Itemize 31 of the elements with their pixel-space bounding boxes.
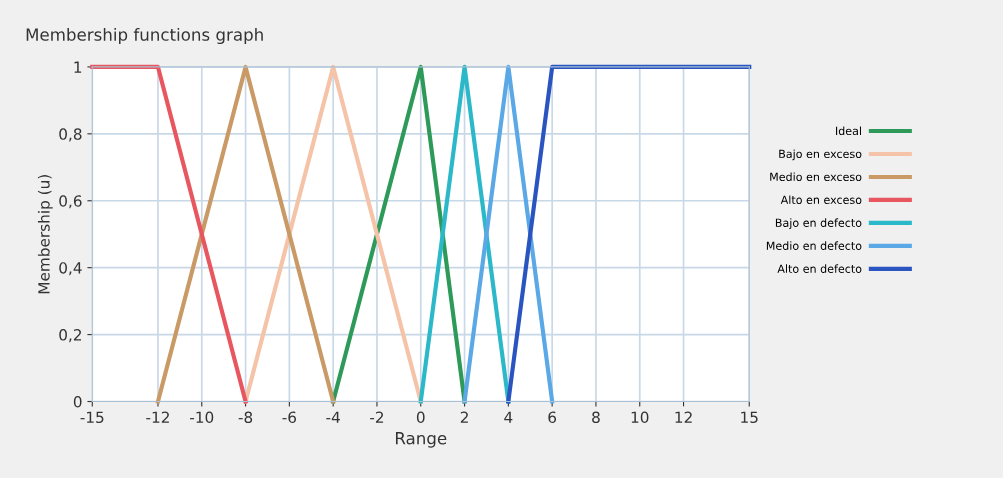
y-tick-label: 0,4 xyxy=(59,262,82,276)
x-tick-label: 8 xyxy=(592,411,600,424)
x-tick-label: 2 xyxy=(460,411,468,423)
x-tick-label: -6 xyxy=(282,411,297,424)
legend-label: Medio en defecto xyxy=(766,241,862,250)
legend-label: Bajo en defecto xyxy=(775,218,862,230)
x-tick-label: -15 xyxy=(80,411,104,424)
x-tick-label: -2 xyxy=(370,411,384,423)
y-axis-title: Membership (u) xyxy=(37,175,53,294)
x-tick-label: 4 xyxy=(504,411,513,423)
legend-label: Bajo en exceso xyxy=(779,149,862,161)
x-tick-label: 12 xyxy=(675,411,692,423)
legend-label: Ideal xyxy=(836,126,861,136)
legend-label: Medio en exceso xyxy=(770,172,862,182)
x-tick-label: 15 xyxy=(741,411,758,424)
x-tick-label: -10 xyxy=(190,411,214,424)
y-tick-label: 0,6 xyxy=(59,195,82,209)
x-tick-label: -12 xyxy=(146,411,169,423)
y-tick-label: 0 xyxy=(73,395,82,408)
legend-label: Alto en exceso xyxy=(780,195,862,204)
y-tick-label: 0,8 xyxy=(59,128,82,142)
x-tick-label: 10 xyxy=(631,411,649,424)
x-tick-label: -4 xyxy=(326,411,340,423)
y-tick-label: 1 xyxy=(74,61,82,73)
y-tick-label: 0,2 xyxy=(59,329,82,343)
legend-label: Alto en defecto xyxy=(777,264,862,273)
chart-title: Membership functions graph xyxy=(26,27,263,45)
x-tick-label: -8 xyxy=(238,411,253,424)
x-tick-label: 6 xyxy=(548,411,557,424)
x-axis-title: Range xyxy=(395,432,447,448)
x-tick-label: 0 xyxy=(416,411,425,424)
